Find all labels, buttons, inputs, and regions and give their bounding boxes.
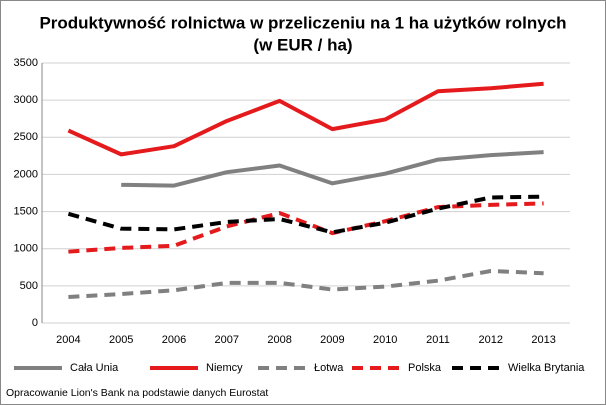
series-line bbox=[67, 81, 544, 157]
x-tick-label: 2013 bbox=[531, 334, 555, 346]
x-tick-label: 2012 bbox=[479, 334, 503, 346]
x-tick-label: 2006 bbox=[162, 334, 186, 346]
y-tick-label: 3000 bbox=[14, 94, 38, 106]
y-tick-label: 1500 bbox=[14, 205, 38, 217]
x-tick-label: 2004 bbox=[56, 334, 80, 346]
chart-subtitle: (w EUR / ha) bbox=[253, 35, 352, 54]
x-tick-label: 2005 bbox=[109, 334, 133, 346]
series-line bbox=[68, 201, 544, 254]
y-tick-label: 2500 bbox=[14, 131, 38, 143]
x-tick-label: 2009 bbox=[320, 334, 344, 346]
series-line bbox=[68, 269, 544, 299]
y-tick-label: 0 bbox=[32, 317, 38, 329]
legend-label: Wielka Brytania bbox=[508, 362, 585, 374]
x-tick-label: 2011 bbox=[426, 334, 450, 346]
chart-title: Produktywność rolnictwa w przeliczeniu n… bbox=[39, 13, 566, 32]
y-tick-label: 1000 bbox=[14, 243, 38, 255]
y-tick-label: 500 bbox=[20, 280, 38, 292]
legend-label: Cała Unia bbox=[70, 362, 119, 374]
source-note: Opracowanie Lion's Bank na podstawie dan… bbox=[6, 387, 268, 399]
series-line bbox=[121, 150, 544, 188]
y-tick-label: 3500 bbox=[14, 57, 38, 69]
legend-label: Polska bbox=[408, 362, 442, 374]
legend-label: Niemcy bbox=[206, 362, 243, 374]
x-tick-label: 2008 bbox=[267, 334, 291, 346]
y-tick-label: 2000 bbox=[14, 168, 38, 180]
series-line bbox=[67, 194, 544, 235]
x-tick-label: 2010 bbox=[373, 334, 397, 346]
legend-label: Łotwa bbox=[314, 362, 344, 374]
x-tick-label: 2007 bbox=[215, 334, 239, 346]
